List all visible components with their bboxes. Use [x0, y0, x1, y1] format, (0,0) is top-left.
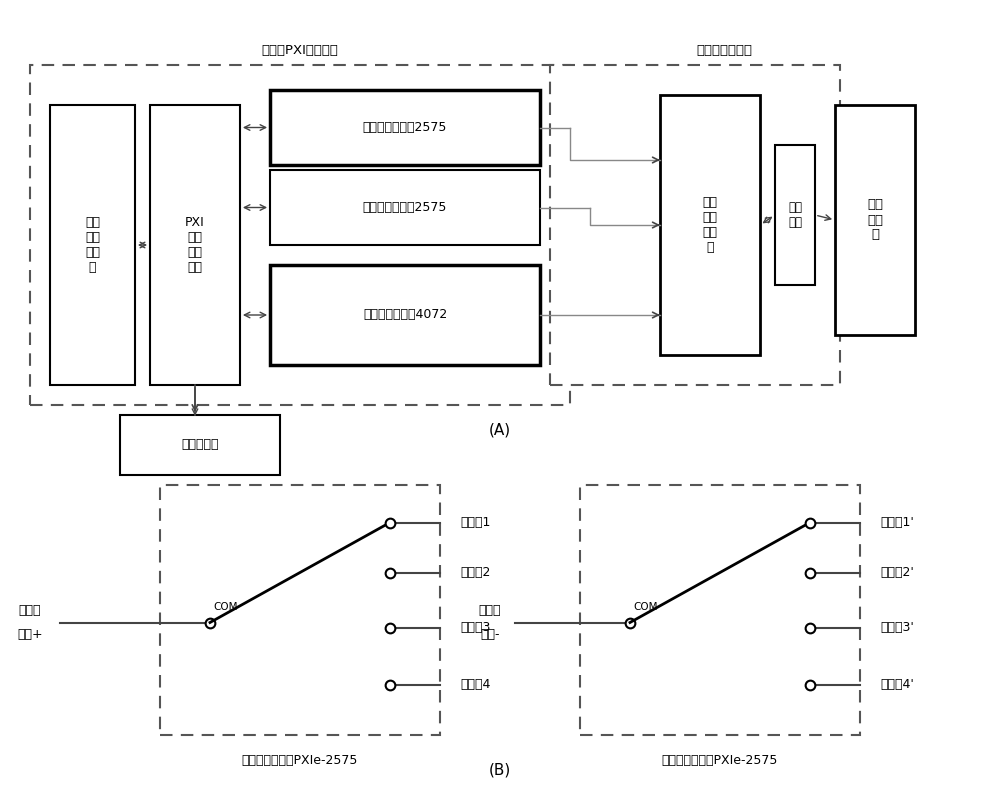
- Text: 多路复用器模块PXIe-2575: 多路复用器模块PXIe-2575: [662, 754, 778, 766]
- Text: 待测点4: 待测点4: [460, 678, 490, 692]
- Bar: [150, 105, 240, 385]
- Text: 待测
电缆
网: 待测 电缆 网: [867, 199, 883, 242]
- Text: (A): (A): [489, 422, 511, 437]
- Text: 键盘
显示
器组
合: 键盘 显示 器组 合: [85, 216, 100, 274]
- Bar: [120, 415, 280, 475]
- Bar: [160, 485, 440, 735]
- Text: 多路复用器模块2575: 多路复用器模块2575: [363, 121, 447, 134]
- Text: 万用表: 万用表: [479, 604, 501, 617]
- Text: 测试
电缆: 测试 电缆: [788, 201, 802, 229]
- Text: COM: COM: [633, 603, 658, 612]
- Text: (B): (B): [489, 762, 511, 777]
- Bar: [580, 485, 860, 735]
- Text: 待测点3: 待测点3: [460, 621, 490, 634]
- Bar: [270, 170, 540, 245]
- Text: COM: COM: [213, 603, 238, 612]
- Text: 万用表: 万用表: [19, 604, 41, 617]
- Bar: [270, 90, 540, 165]
- Bar: [30, 65, 570, 405]
- Text: 待测点2: 待测点2: [460, 566, 490, 579]
- Text: 待测点1: 待测点1: [460, 516, 490, 529]
- Text: 数字万用表模块4072: 数字万用表模块4072: [363, 309, 447, 322]
- Bar: [270, 265, 540, 365]
- Text: 多路复用器模块PXIe-2575: 多路复用器模块PXIe-2575: [242, 754, 358, 766]
- Text: 待测点2': 待测点2': [880, 566, 914, 579]
- Bar: [835, 105, 915, 335]
- Bar: [660, 95, 760, 355]
- Bar: [550, 65, 840, 385]
- Text: PXI
嵌入
式控
制器: PXI 嵌入 式控 制器: [185, 216, 205, 274]
- Text: 便携式PXI机箱组合: 便携式PXI机箱组合: [262, 43, 338, 57]
- Text: 继电器转接组合: 继电器转接组合: [696, 43, 752, 57]
- Text: 表笔-: 表笔-: [480, 628, 500, 641]
- Text: 多路复用器模块2575: 多路复用器模块2575: [363, 201, 447, 214]
- Bar: [50, 105, 135, 385]
- Text: 测试
电缆
转接
盒: 测试 电缆 转接 盒: [702, 196, 718, 254]
- Bar: [775, 145, 815, 285]
- Text: 待测点3': 待测点3': [880, 621, 914, 634]
- Text: 待测点1': 待测点1': [880, 516, 914, 529]
- Text: 表笔+: 表笔+: [17, 628, 43, 641]
- Text: 打印机组合: 打印机组合: [181, 439, 219, 451]
- Text: 待测点4': 待测点4': [880, 678, 914, 692]
